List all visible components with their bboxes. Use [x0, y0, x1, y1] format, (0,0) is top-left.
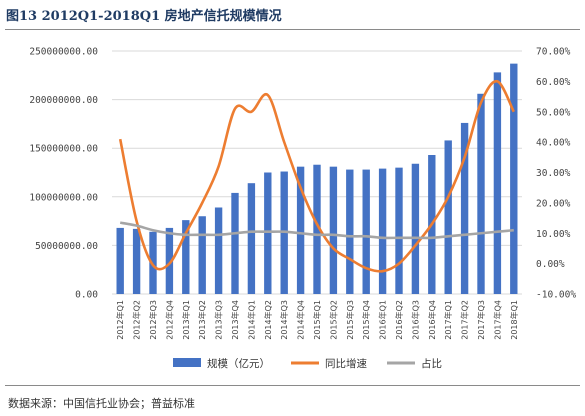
x-axis-tick-label: 2013年Q1: [181, 300, 191, 340]
legend: 规模（亿元） 同比增速 占比: [173, 357, 442, 370]
bar: [149, 231, 157, 294]
figure-title: 图13 2012Q1-2018Q1 房地产信托规模情况: [6, 9, 282, 24]
bar: [460, 122, 469, 294]
bar: [247, 183, 256, 294]
x-axis-tick-label: 2014年Q3: [279, 300, 289, 340]
legend-label: 规模（亿元）: [207, 357, 270, 370]
bar: [378, 168, 387, 294]
bar: [116, 227, 124, 294]
x-axis-tick-label: 2015年Q2: [328, 300, 338, 340]
right-axis-tick-label: 20.00%: [536, 198, 571, 209]
left-axis-tick-label: 250000000.00: [29, 47, 98, 58]
title-divider: [5, 29, 580, 30]
bar: [493, 72, 502, 294]
source-divider: [5, 385, 580, 386]
left-axis-tick-label: 0.00: [75, 290, 98, 301]
x-axis-tick-label: 2018年Q1: [509, 300, 519, 340]
bar: [165, 227, 174, 294]
x-axis-tick-label: 2013年Q3: [214, 300, 224, 340]
x-axis-tick-label: 2017年Q1: [443, 300, 453, 340]
x-axis-tick-label: 2014年Q4: [296, 300, 306, 340]
x-axis-tick-label: 2012年Q3: [148, 300, 158, 340]
bar: [313, 164, 321, 294]
source-note: 数据来源：中国信托业协会；普益标准: [8, 397, 195, 410]
x-axis-tick-label: 2016年Q2: [394, 300, 404, 340]
x-axis-tick-label: 2013年Q4: [230, 300, 240, 340]
right-axis-tick-label: -10.00%: [536, 290, 576, 301]
bar-series: [116, 63, 518, 294]
right-axis-ticks: -10.00% 0.00% 10.00% 20.00% 30.00% 40.00% 50.0…: [536, 47, 576, 301]
legend-label: 占比: [421, 357, 442, 370]
bar: [329, 166, 338, 294]
right-axis-tick-label: 60.00%: [536, 77, 571, 88]
bar: [477, 93, 485, 294]
bar: [362, 169, 370, 294]
x-axis-tick-label: 2014年Q1: [246, 300, 256, 340]
bar: [132, 228, 141, 294]
bar: [214, 207, 223, 294]
x-axis-tick-label: 2017年Q3: [476, 300, 486, 340]
left-axis-tick-label: 150000000.00: [29, 144, 98, 155]
x-axis-tick-label: 2015年Q3: [345, 300, 355, 340]
right-axis-tick-label: 40.00%: [536, 138, 571, 149]
legend-label: 同比增速: [325, 357, 367, 370]
left-axis-tick-label: 50000000.00: [35, 241, 98, 252]
x-axis-tick-label: 2017年Q4: [492, 300, 502, 340]
share-line: [119, 221, 514, 240]
x-axis-tick-label: 2015年Q4: [361, 300, 371, 340]
x-axis-tick-label: 2016年Q4: [427, 300, 437, 340]
bar: [395, 167, 403, 294]
x-axis-tick-label: 2012年Q1: [115, 300, 125, 340]
bar: [182, 220, 190, 294]
x-axis-ticks: 2012年Q1 2012年Q2 2012年Q3 2012年Q4 2013年Q1 2013年…: [115, 300, 519, 340]
left-axis-tick-label: 100000000.00: [29, 192, 98, 203]
legend-swatch-bar: [173, 358, 201, 367]
right-axis-tick-label: 10.00%: [536, 229, 571, 240]
bar: [231, 192, 239, 294]
x-axis-tick-label: 2012年Q4: [164, 300, 174, 340]
x-axis-tick-label: 2013年Q2: [197, 300, 207, 340]
right-axis-tick-label: 30.00%: [536, 168, 571, 179]
right-axis-tick-label: 0.00%: [536, 259, 565, 270]
bar: [264, 172, 272, 294]
bar: [198, 216, 206, 294]
bar: [296, 166, 305, 294]
left-axis-ticks: 0.00 50000000.00 100000000.00 150000000.00 2…: [29, 47, 98, 301]
bar: [510, 63, 518, 294]
right-axis-tick-label: 70.00%: [536, 47, 571, 58]
x-axis-tick-label: 2016年Q1: [378, 300, 388, 340]
bar: [444, 140, 452, 294]
x-axis-tick-label: 2014年Q2: [263, 300, 273, 340]
x-axis-tick-label: 2015年Q1: [312, 300, 322, 340]
line-series: [118, 80, 515, 273]
combo-chart: 0.00 50000000.00 100000000.00 150000000.00 2…: [29, 47, 576, 371]
right-axis-tick-label: 50.00%: [536, 107, 571, 118]
x-axis-tick-label: 2017年Q2: [460, 300, 470, 340]
bar: [346, 169, 354, 294]
left-axis-tick-label: 200000000.00: [29, 95, 98, 106]
x-axis-tick-label: 2016年Q3: [410, 300, 420, 340]
bar: [411, 163, 420, 294]
x-axis-tick-label: 2012年Q2: [132, 300, 142, 340]
